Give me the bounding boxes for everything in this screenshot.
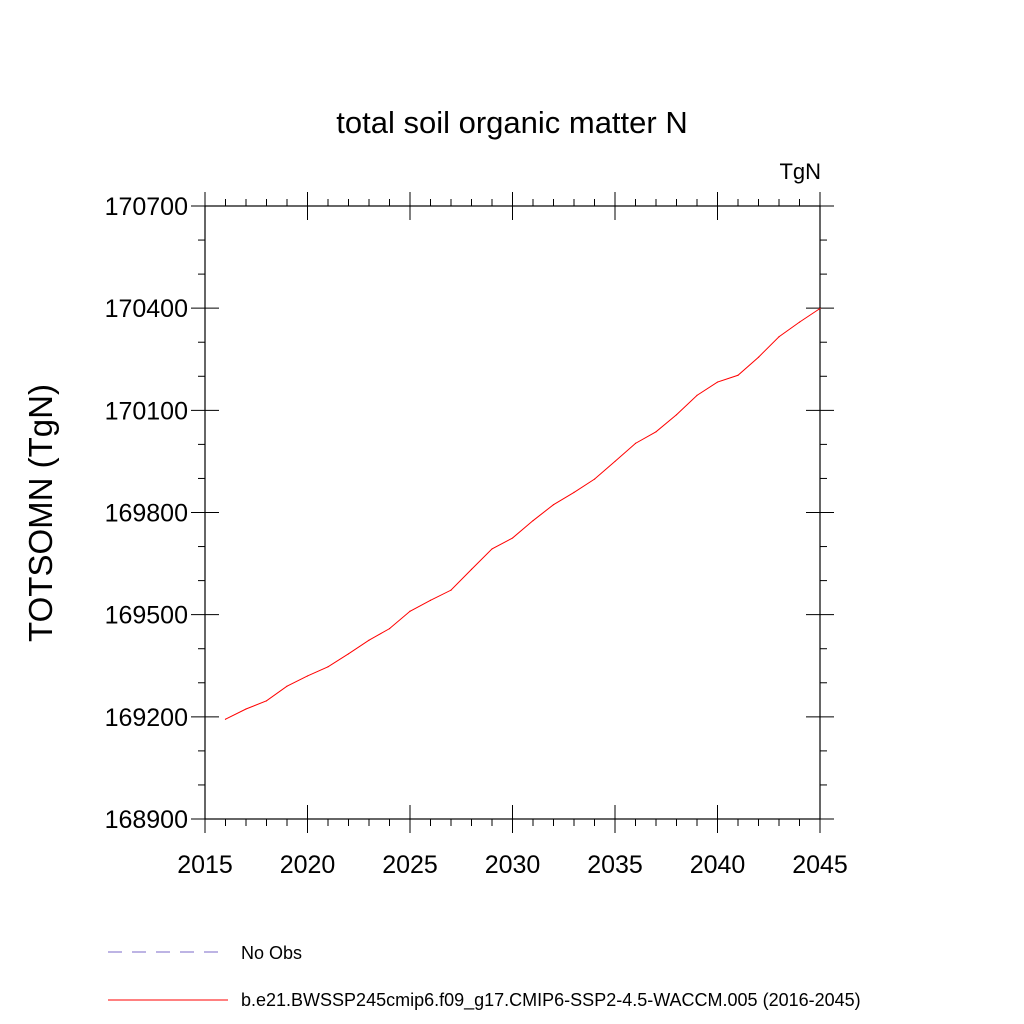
y-tick-label: 170700 [105,193,188,221]
data-point [327,666,329,668]
x-tick-label: 2030 [485,851,541,879]
data-point [778,336,780,338]
data-point [265,700,268,702]
data-point [655,431,657,433]
data-point [573,491,575,494]
legend: No Obs b.e21.BWSSP245cmip6.f09_g17.CMIP6… [108,943,861,1011]
y-axis-title: TOTSOMN (TgN) [22,384,59,642]
data-point [470,568,473,570]
data-point [552,504,555,506]
data-point [532,520,534,522]
data-point [819,307,821,310]
data-point [429,599,432,601]
data-point [675,414,678,416]
x-tick-label: 2045 [792,851,848,879]
series-layer [224,307,821,720]
unit-label: TgN [779,159,821,184]
y-tick-label: 170100 [105,397,188,425]
x-tick-label: 2025 [382,851,438,879]
data-point [614,460,616,463]
data-point [347,653,350,655]
data-point [245,708,247,710]
data-point [224,718,227,720]
y-tick-label: 169800 [105,500,188,528]
plot-frame [204,205,821,820]
y-axis: 168900 169200 169500 169800 170100 170400 1707… [105,193,834,834]
y-tick-label: 170400 [105,295,188,323]
data-point [798,321,801,323]
series-line [225,308,821,720]
data-point [716,381,719,383]
data-point [368,639,370,641]
data-point [450,589,452,591]
data-point [511,537,514,539]
x-axis: 2015 2020 2025 2030 2035 2040 2045 [177,192,848,879]
x-tick-label: 2015 [177,851,233,879]
x-tick-label: 2035 [587,851,643,879]
data-point [491,548,493,550]
data-point [696,394,698,396]
data-point [409,610,411,612]
legend-label-model: b.e21.BWSSP245cmip6.f09_g17.CMIP6-SSP2-4… [241,990,861,1011]
x-tick-label: 2040 [690,851,746,879]
legend-label-no-obs: No Obs [241,943,302,963]
data-point [593,478,596,480]
data-point [737,374,739,376]
data-point [286,685,288,687]
x-tick-label: 2020 [280,851,336,879]
data-point [388,628,391,630]
chart-title: total soil organic matter N [336,105,687,140]
y-tick-label: 168900 [105,806,188,834]
data-point [306,675,309,677]
data-point [757,356,760,358]
y-tick-label: 169200 [105,704,188,732]
y-tick-label: 169500 [105,602,188,630]
data-point [634,442,637,444]
